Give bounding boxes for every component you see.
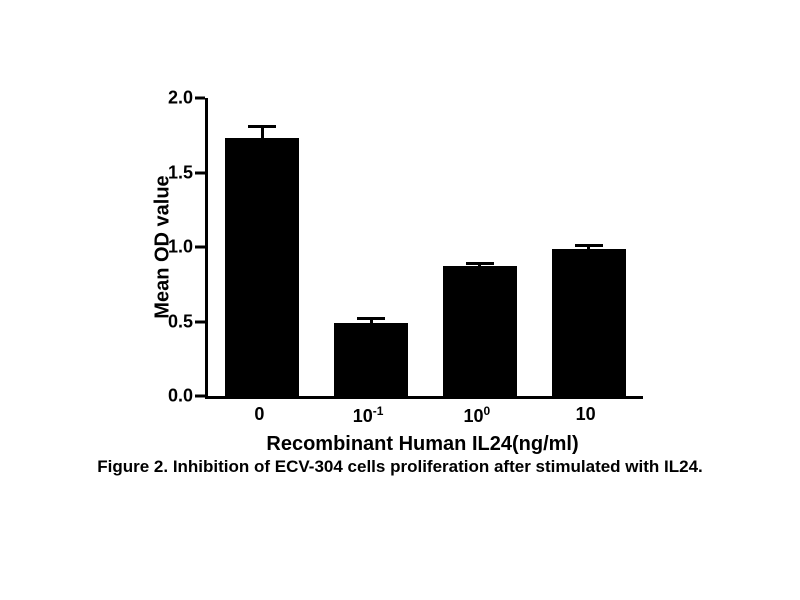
x-tick-label: 100 (463, 404, 491, 426)
error-bar-stem (260, 126, 264, 139)
error-bar-stem (587, 245, 591, 249)
y-axis-tick-labels: 0.0 0.5 1.0 1.5 2.0 (135, 88, 193, 406)
plot-area (195, 96, 643, 399)
chart-bar (225, 138, 300, 396)
y-tick-mark (195, 394, 205, 398)
y-tick-label: 2.0 (167, 87, 193, 108)
error-bar-cap (357, 317, 386, 321)
y-tick-mark (195, 171, 205, 174)
chart-bar (334, 323, 409, 396)
y-tick-label: 0.0 (167, 385, 193, 406)
figure-caption: Figure 2. Inhibition of ECV-304 cells pr… (97, 457, 703, 476)
error-bar-stem (478, 263, 482, 267)
y-tick-mark (195, 96, 205, 100)
x-tick-label: 0 (254, 404, 265, 424)
y-tick-label: 0.5 (167, 311, 193, 331)
x-axis-label: Recombinant Human IL24(ng/ml) (266, 433, 579, 455)
chart-bar (551, 248, 626, 396)
x-axis-tick-labels: 0 10-1 100 10 (205, 404, 640, 430)
y-tick-mark (195, 245, 205, 249)
error-bar-cap (248, 124, 277, 128)
x-tick-label: 10 (575, 404, 596, 424)
chart-bar (442, 266, 517, 396)
y-tick-mark (195, 320, 205, 323)
y-tick-label: 1.0 (167, 236, 193, 257)
error-bar-cap (574, 244, 603, 248)
x-tick-label: 10-1 (352, 404, 384, 426)
error-bar-stem (369, 318, 373, 323)
error-bar-cap (465, 261, 494, 265)
y-tick-label: 1.5 (167, 162, 193, 182)
